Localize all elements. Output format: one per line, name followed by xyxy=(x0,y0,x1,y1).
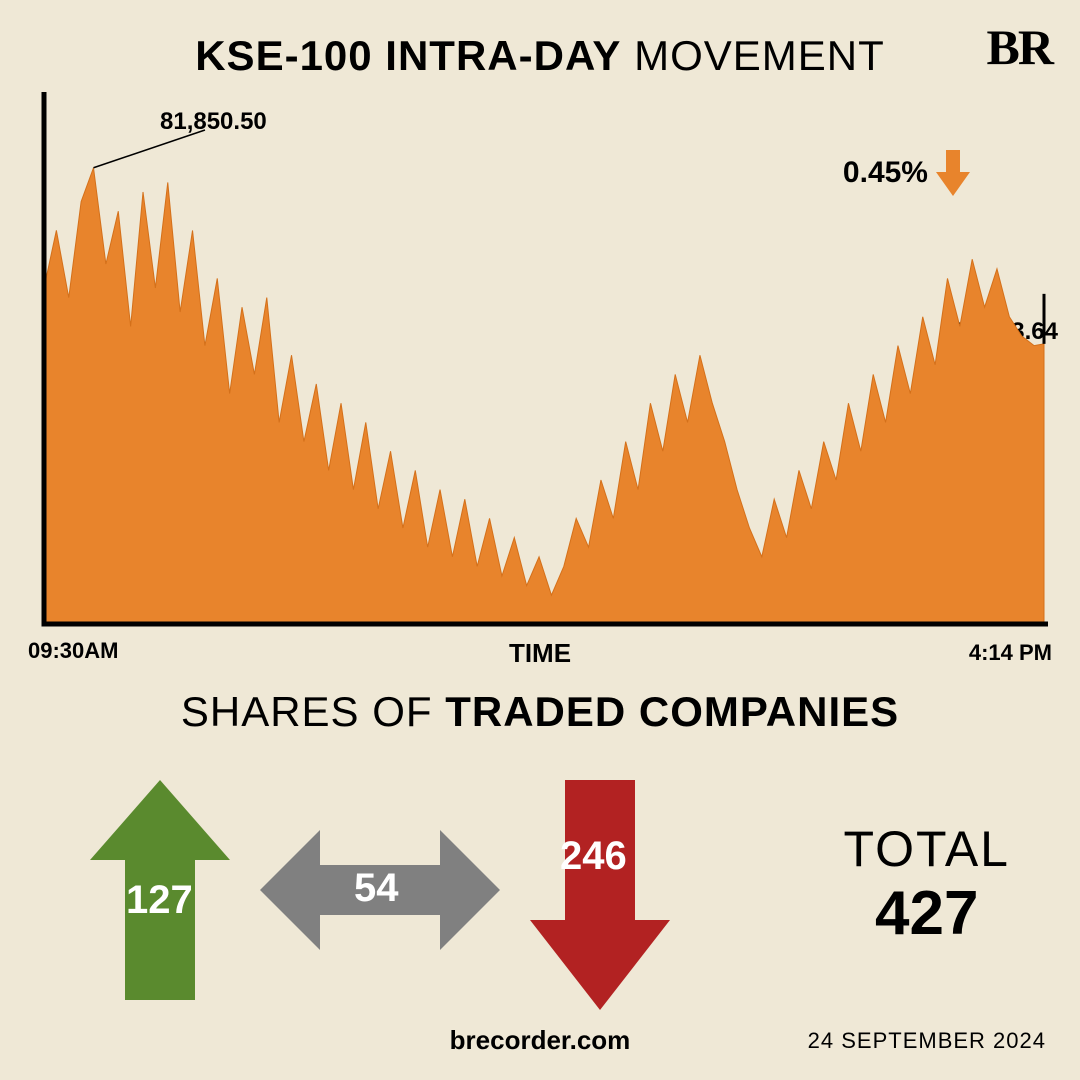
subtitle-bold: TRADED COMPANIES xyxy=(445,688,899,735)
traded-arrows: 127 54 246 xyxy=(60,760,700,1020)
title-light: MOVEMENT xyxy=(634,32,885,79)
decliners-count: 246 xyxy=(560,834,627,879)
subtitle: SHARES OF TRADED COMPANIES xyxy=(0,688,1080,736)
chart-svg xyxy=(30,90,1050,630)
total-label: TOTAL xyxy=(843,820,1010,878)
decliners-arrow-icon xyxy=(530,780,670,1010)
date-label: 24 SEPTEMBER 2024 xyxy=(808,1028,1046,1054)
intraday-chart xyxy=(30,90,1050,630)
total-block: TOTAL 427 xyxy=(843,820,1010,949)
page-title: KSE-100 INTRA-DAY MOVEMENT xyxy=(0,32,1080,80)
time-axis-label: TIME xyxy=(0,638,1080,669)
total-value: 427 xyxy=(843,878,1010,949)
title-bold: KSE-100 INTRA-DAY xyxy=(195,32,621,79)
time-end-label: 4:14 PM xyxy=(969,640,1052,666)
subtitle-light: SHARES OF xyxy=(181,688,433,735)
unchanged-count: 54 xyxy=(354,866,399,911)
advancers-count: 127 xyxy=(126,878,193,923)
